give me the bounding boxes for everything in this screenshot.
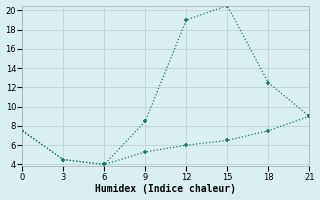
X-axis label: Humidex (Indice chaleur): Humidex (Indice chaleur) [95, 184, 236, 194]
